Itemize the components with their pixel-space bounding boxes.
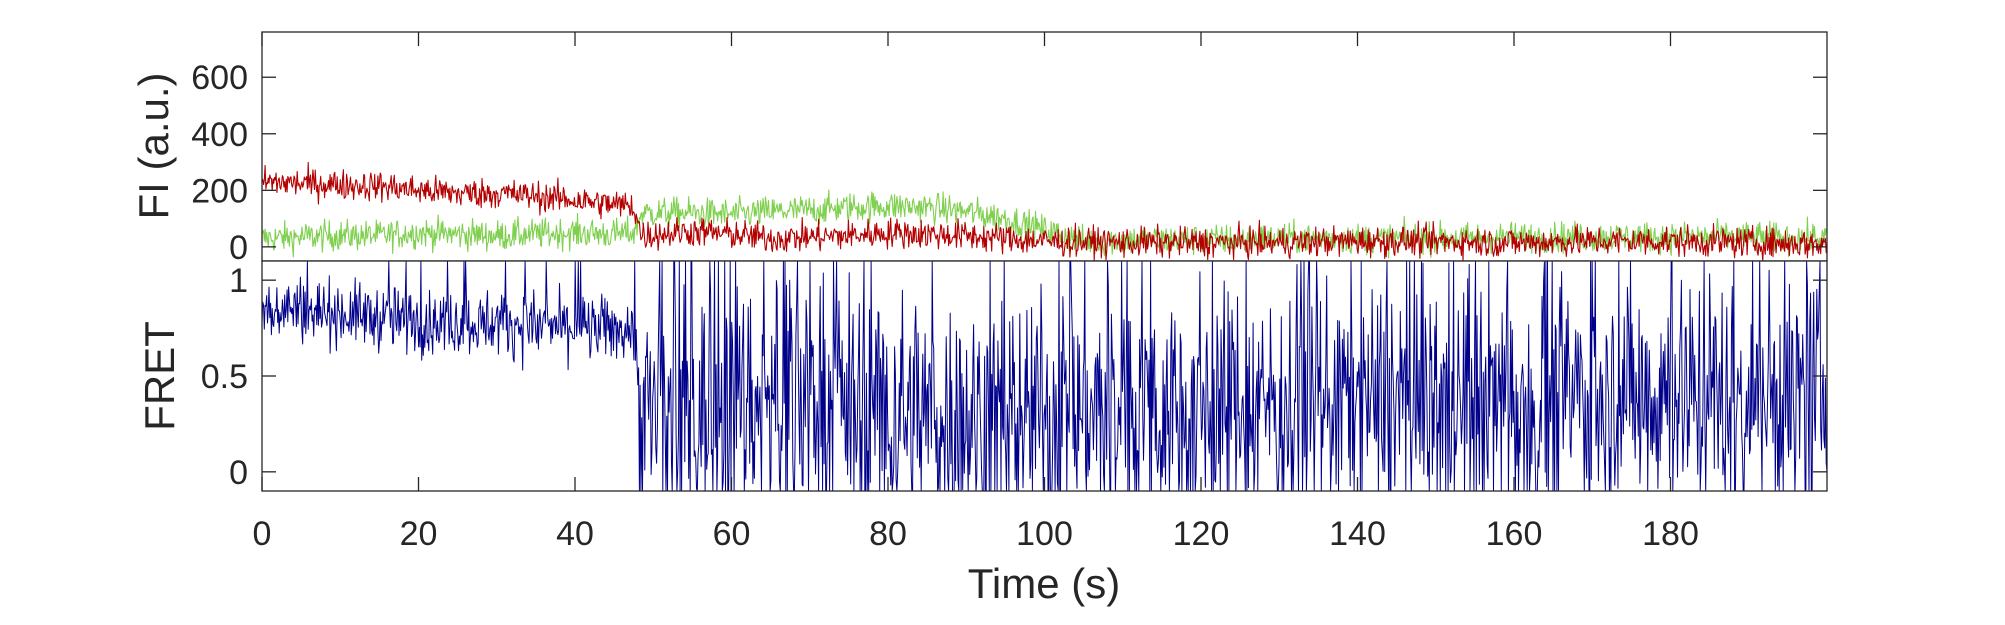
fret-y-tick-label: 0.5 — [201, 358, 248, 396]
intensity-y-ticks: 0 200 400 600 — [191, 59, 1827, 267]
x-tick-label: 60 — [713, 515, 751, 553]
x-tick-label: 100 — [1016, 515, 1073, 553]
x-tick-label: 0 — [253, 515, 272, 553]
x-tick-label: 80 — [869, 515, 907, 553]
fret-y-ticks: 00.51 — [201, 262, 1827, 492]
intensity-plot-area — [262, 32, 1827, 261]
intensity-panel: 0 200 400 600 FI (a.u.) — [130, 31, 1828, 267]
fret-plot-frame — [261, 260, 1828, 492]
intensity-y-tick-label: 200 — [191, 172, 248, 210]
intensity-y-tick-label: 400 — [191, 116, 248, 154]
x-tick-label: 140 — [1329, 515, 1386, 553]
intensity-series-group — [261, 161, 1828, 262]
fret-panel: 00.51 0 20 40 60 80 100 120 140 160 180 FRET Time… — [136, 32, 1828, 607]
x-tick-label: 20 — [400, 515, 438, 553]
time-x-ticks: 0 20 40 60 80 100 120 140 160 180 — [253, 32, 1699, 553]
fret-y-tick-label: 1 — [229, 262, 248, 300]
x-tick-label: 160 — [1486, 515, 1543, 553]
x-tick-label: 120 — [1173, 515, 1230, 553]
intensity-y-tick-label: 0 — [229, 229, 248, 267]
fret-series-group — [261, 260, 1828, 492]
series-line-fret — [261, 260, 1828, 492]
intensity-y-tick-label: 600 — [191, 59, 248, 97]
x-tick-label: 40 — [556, 515, 594, 553]
x-tick-label: 180 — [1642, 515, 1699, 553]
intensity-y-axis-title: FI (a.u.) — [130, 72, 177, 219]
fret-y-tick-label: 0 — [229, 454, 248, 492]
fret-y-axis-title: FRET — [136, 321, 183, 431]
x-axis-title: Time (s) — [968, 560, 1120, 607]
series-line-donor — [261, 189, 1828, 259]
series-line-acceptor — [261, 161, 1828, 262]
